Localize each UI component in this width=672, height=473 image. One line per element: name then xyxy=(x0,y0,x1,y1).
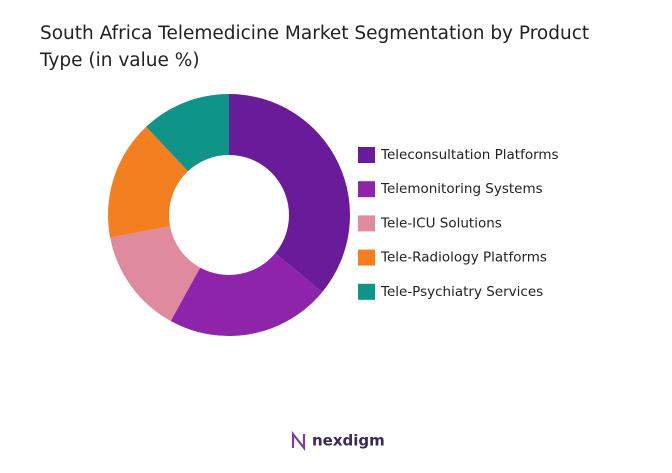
legend-swatch xyxy=(358,147,375,163)
donut-segment xyxy=(170,253,323,336)
legend-label: Tele-Radiology Platforms xyxy=(380,250,547,266)
donut-segment xyxy=(110,226,201,322)
legend-label: Tele-Psychiatry Services xyxy=(380,284,543,300)
logo-text: nexdigm xyxy=(312,432,385,450)
chart-title: South Africa Telemedicine Market Segment… xyxy=(40,23,590,71)
legend-label: Tele-ICU Solutions xyxy=(380,215,502,231)
logo-icon xyxy=(291,430,306,452)
donut-segment xyxy=(107,126,188,238)
legend-label: Teleconsultation Platforms xyxy=(380,147,559,163)
legend-swatch xyxy=(358,181,375,198)
legend-swatch xyxy=(358,283,375,300)
legend-label: Telemonitoring Systems xyxy=(380,181,543,197)
legend-swatch xyxy=(358,249,375,266)
legend-swatch xyxy=(358,215,375,232)
donut-segment xyxy=(146,94,229,172)
donut-segment xyxy=(229,94,350,293)
